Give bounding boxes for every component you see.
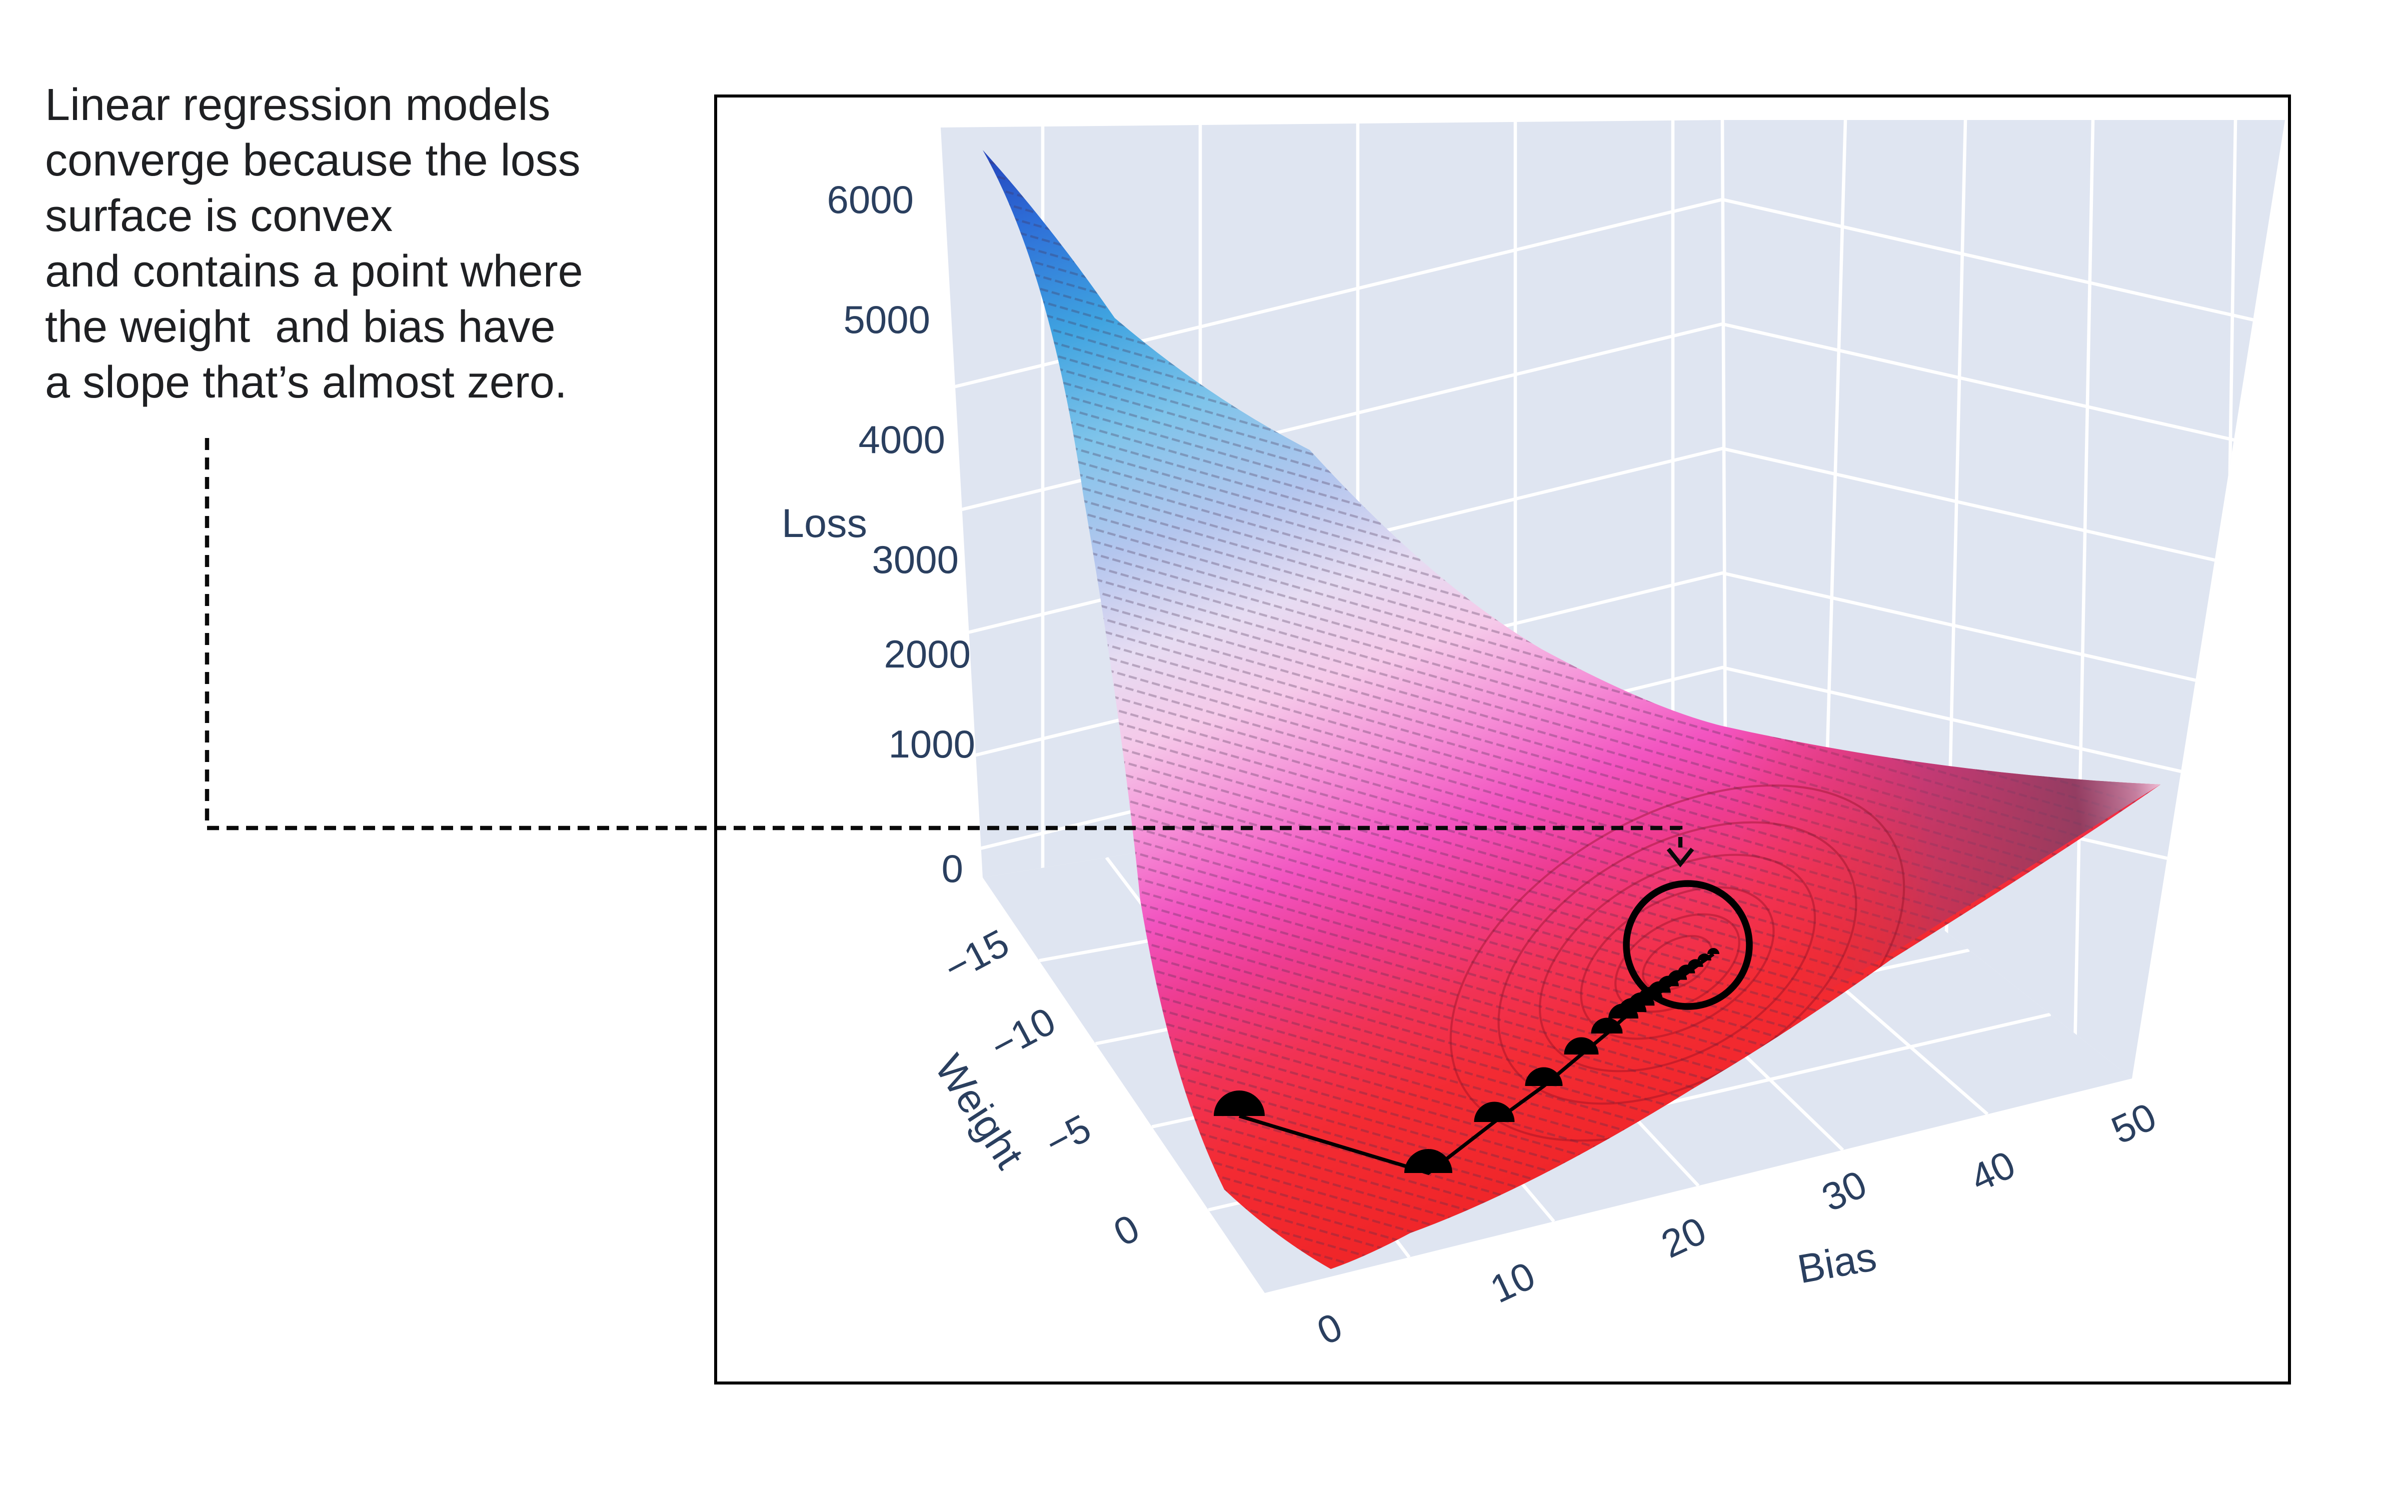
loss-tick: 4000: [858, 418, 945, 462]
annotation-line: a slope that’s almost zero.: [45, 358, 567, 408]
descent-point: [1564, 1037, 1599, 1054]
annotation-line: surface is convex: [45, 192, 393, 242]
arrow-down-icon: [1666, 848, 1694, 868]
convergence-circle: [1623, 880, 1753, 1010]
annotation-line: and contains a point where: [45, 248, 583, 297]
annotation-text: Linear regression models converge becaus…: [45, 78, 690, 411]
descent-point: [1697, 954, 1711, 960]
loss-tick: 6000: [827, 178, 914, 222]
weight-tick: −15: [937, 920, 1016, 990]
annotation-line: Linear regression models: [45, 81, 551, 130]
gradient-descent-points: [1214, 948, 1719, 1173]
loss-tick: 5000: [843, 298, 930, 342]
bias-tick: 10: [1484, 1253, 1542, 1311]
bias-tick: 20: [1655, 1208, 1713, 1266]
descent-point: [1687, 959, 1703, 967]
weight-tick: 0: [1107, 1206, 1147, 1254]
loss-axis: 6000 5000 4000 3000 2000 1000 0 Loss: [782, 178, 975, 890]
descent-point: [1404, 1149, 1452, 1173]
loss-axis-title: Loss: [782, 501, 867, 546]
bias-tick: 0: [1310, 1304, 1349, 1353]
weight-axis-title: Weight: [926, 1047, 1032, 1176]
annotation-line: converge because the loss: [45, 136, 581, 186]
descent-point: [1474, 1102, 1515, 1122]
descent-point: [1707, 948, 1719, 954]
leader-line: [205, 438, 1694, 868]
loss-tick: 3000: [872, 538, 959, 582]
bias-tick: 30: [1815, 1162, 1873, 1220]
weight-tick: −10: [983, 998, 1062, 1068]
weight-tick: −5: [1038, 1106, 1098, 1165]
bias-tick: 50: [2105, 1094, 2163, 1152]
annotation-line: the weight and bias have: [45, 303, 556, 352]
loss-tick: 1000: [888, 722, 975, 766]
loss-tick: 2000: [884, 632, 971, 676]
bias-tick: 40: [1964, 1142, 2022, 1200]
loss-tick: 0: [942, 846, 963, 890]
descent-point: [1591, 1018, 1623, 1034]
plot-frame: [714, 94, 2291, 1384]
descent-point: [1525, 1067, 1563, 1086]
bias-axis-title: Bias: [1794, 1234, 1880, 1292]
descent-point: [1214, 1090, 1265, 1116]
